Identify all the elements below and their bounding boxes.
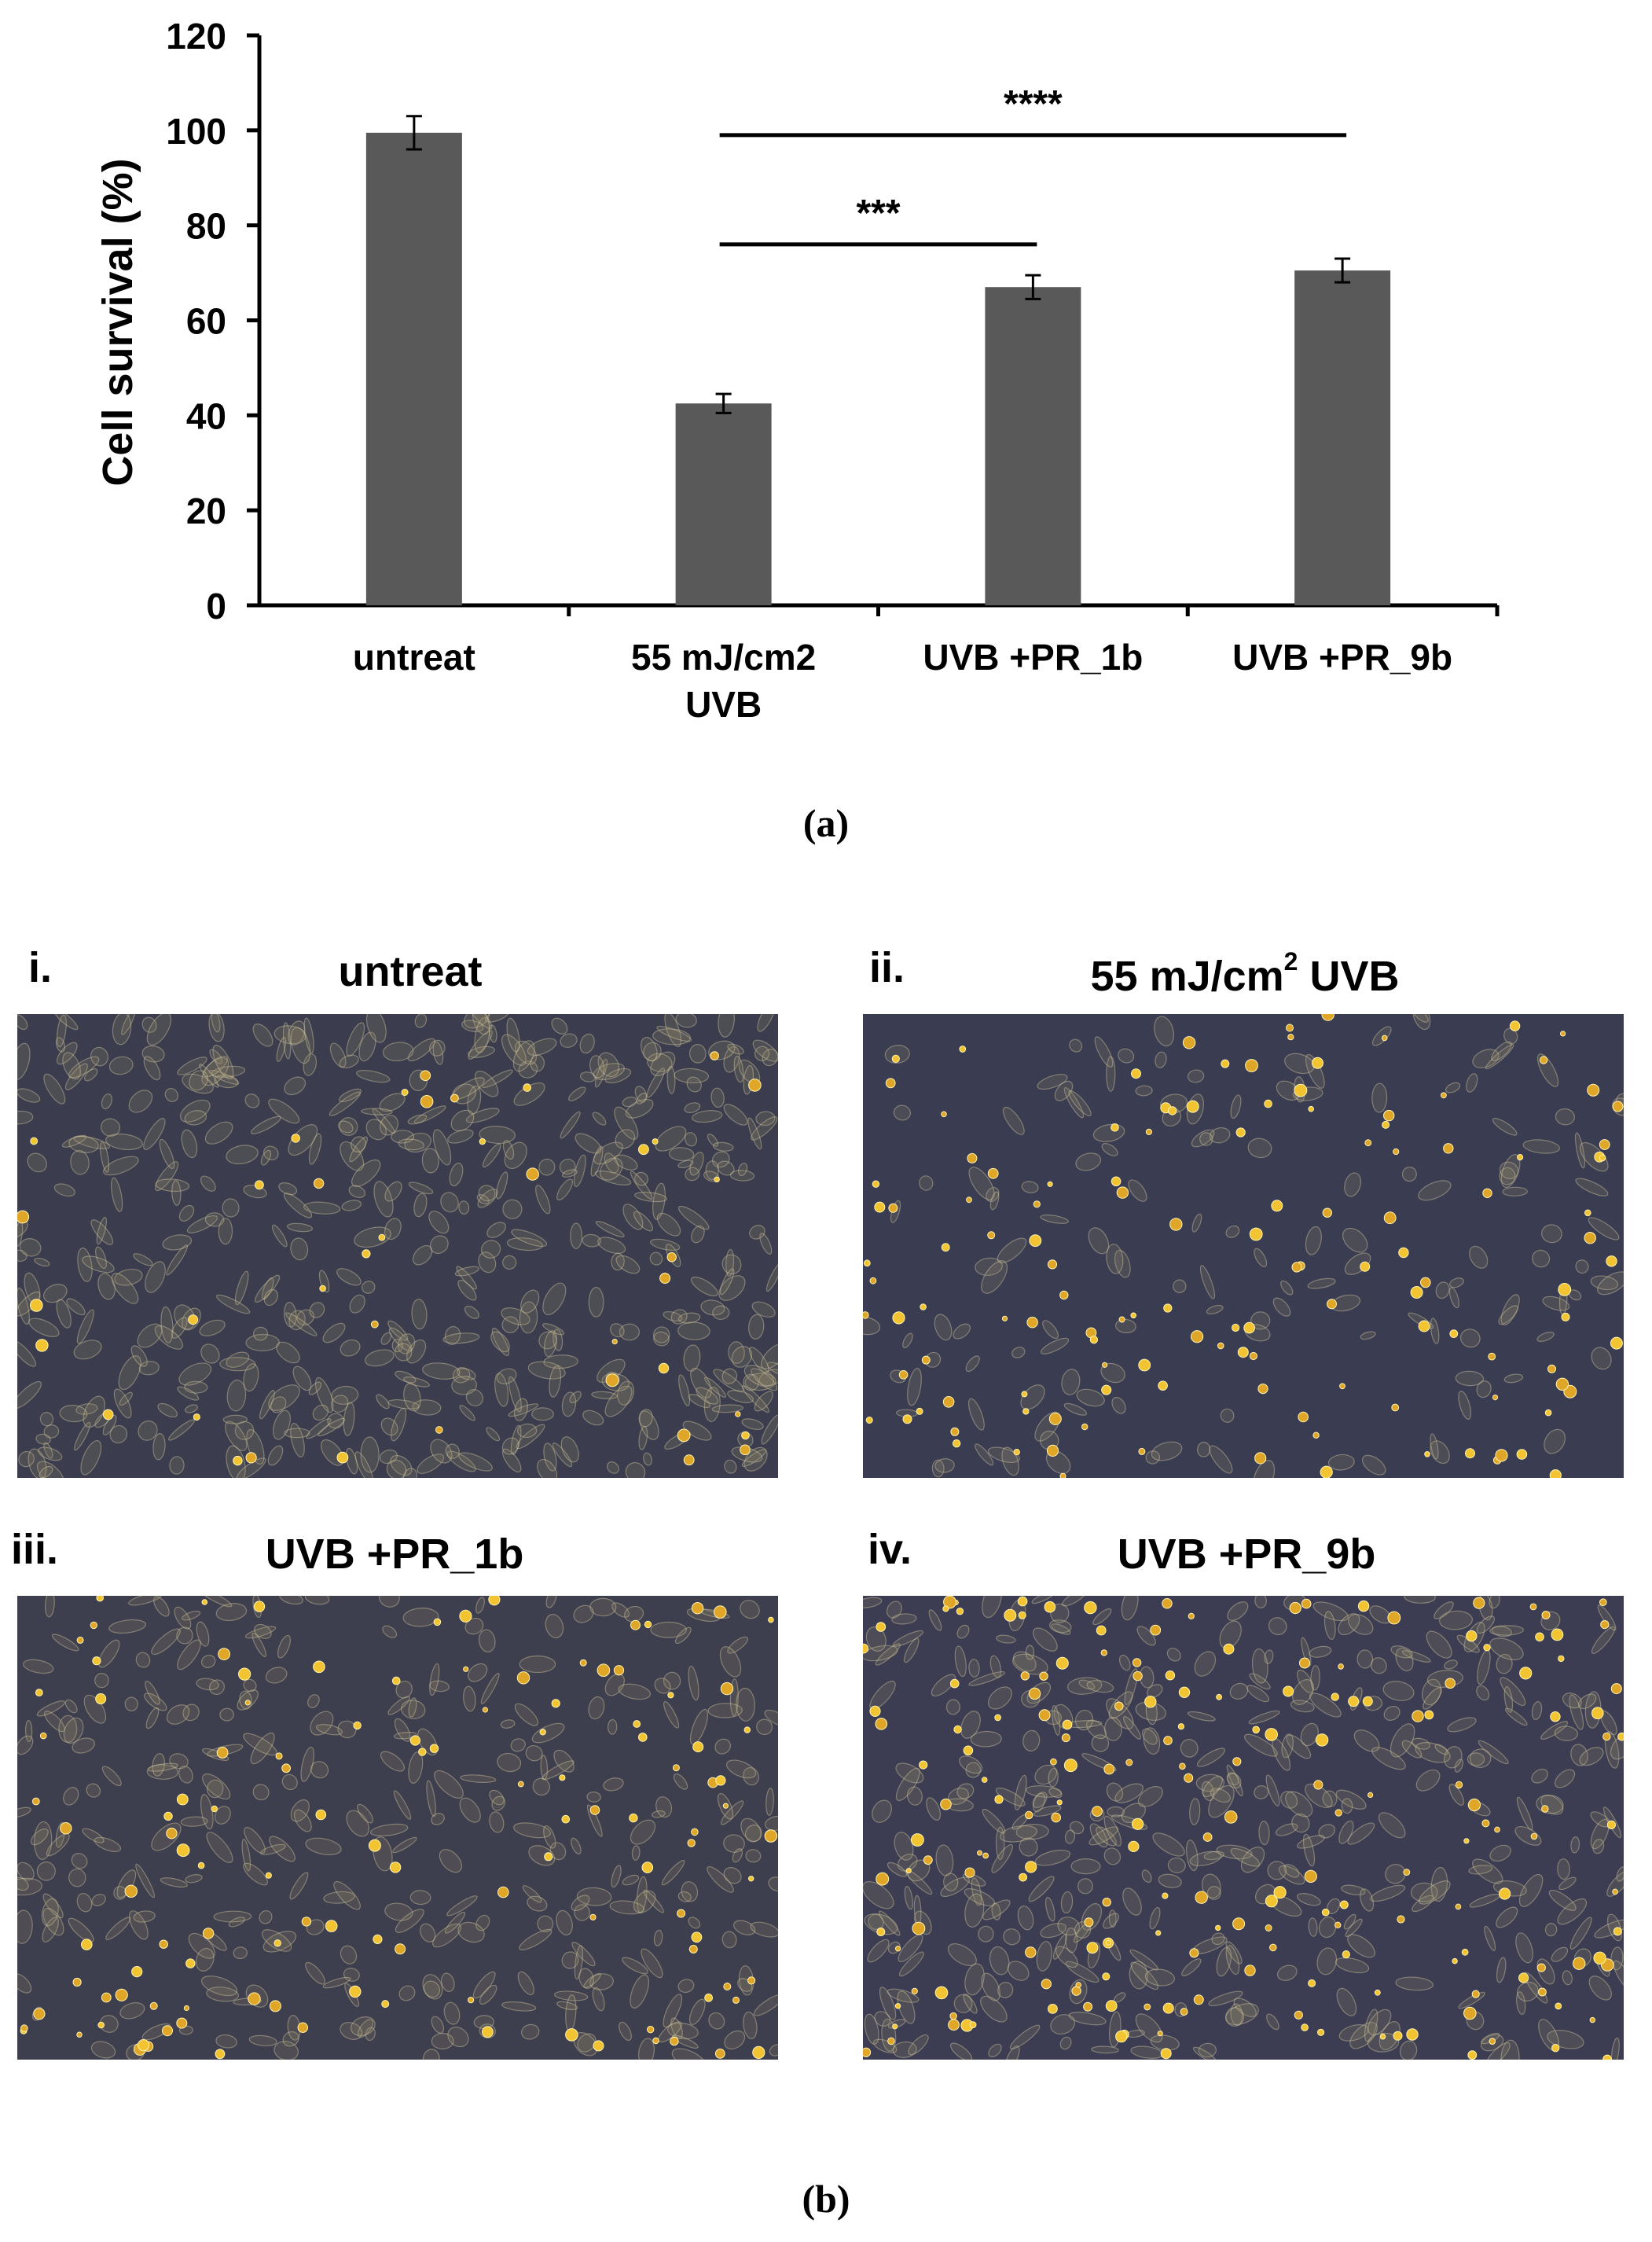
panel-b-label: (b): [802, 2177, 850, 2221]
micrograph-texture: [17, 1014, 778, 1478]
bar-3: [1294, 270, 1391, 605]
micrograph-texture: [863, 1014, 1624, 1478]
bar-1: [675, 403, 772, 605]
y-tick-label: 60: [186, 301, 226, 342]
x-label-1: 55 mJ/cm2: [631, 637, 816, 678]
micrograph-texture: [17, 1596, 778, 2060]
y-tick-labels: 0 20 40 60 80 100 120: [166, 16, 226, 627]
micrograph-i-title: untreat: [338, 948, 483, 995]
micrograph-ii-title-superscript: 2: [1283, 947, 1298, 976]
micrograph-iv-numeral: iv.: [868, 1526, 912, 1573]
micrograph-uvb-pr-9b: [863, 1596, 1624, 2060]
micrograph-iv-title: UVB +PR_9b: [1117, 1531, 1376, 1578]
y-tick-label: 0: [206, 586, 226, 627]
y-tick-label: 120: [166, 16, 226, 57]
micrograph-iii-title: UVB +PR_1b: [265, 1531, 524, 1578]
y-tick-label: 100: [166, 111, 226, 152]
y-tick-label: 20: [186, 491, 226, 531]
significance-label-0: ***: [856, 193, 900, 234]
micrograph-uvb-pr-1b: [17, 1596, 778, 2060]
micrograph-ii-title-main: 55 mJ/cm: [1090, 953, 1284, 1000]
error-bars: [406, 115, 1351, 414]
y-axis-label: Cell survival (%): [94, 158, 141, 486]
micrograph-uvb: [863, 1014, 1624, 1478]
bar-0: [365, 132, 462, 605]
panel-a-label: (a): [802, 801, 850, 845]
x-label-0: untreat: [353, 637, 475, 678]
micrograph-ii-title: 55 mJ/cm2 UVB: [868, 947, 1622, 1001]
x-category-labels: untreat 55 mJ/cm2 UVB UVB +PR_1b UVB +PR_9b: [353, 637, 1452, 725]
x-label-1-line2: UVB: [685, 684, 762, 725]
micrograph-untreat: [17, 1014, 778, 1478]
micrograph-i-numeral: i.: [28, 944, 53, 991]
x-label-3: UVB +PR_9b: [1232, 637, 1452, 678]
micrograph-texture: [863, 1596, 1624, 2060]
micrograph-ii-title-tail: UVB: [1298, 953, 1400, 1000]
bars: [365, 132, 1391, 605]
bar-2: [985, 287, 1081, 605]
micrograph-iii-numeral: iii.: [11, 1526, 59, 1573]
y-tick-label: 80: [186, 206, 226, 247]
y-tick-label: 40: [186, 395, 226, 436]
micrograph-ii-numeral: ii.: [869, 944, 905, 991]
x-label-2: UVB +PR_1b: [923, 637, 1143, 678]
significance-label-1: ****: [1004, 83, 1063, 125]
significance-annotations: *******: [719, 83, 1347, 247]
chart-axes: [247, 33, 1500, 616]
